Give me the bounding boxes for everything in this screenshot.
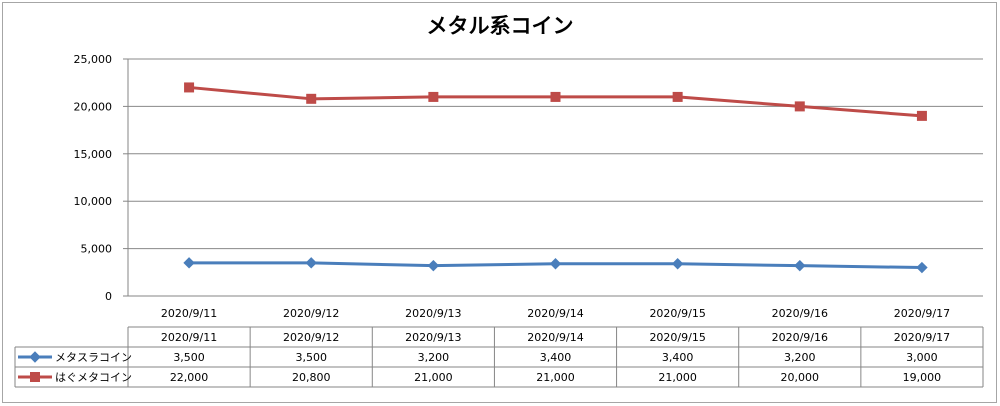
- table-value-cell: 21,000: [658, 371, 697, 384]
- table-header-cell: 2020/9/12: [283, 331, 339, 344]
- table-value-cell: 20,000: [781, 371, 820, 384]
- legend-label: メタスラコイン: [55, 351, 132, 364]
- table-header-cell: 2020/9/15: [649, 331, 705, 344]
- table-value-cell: 3,000: [906, 351, 938, 364]
- table-value-cell: 3,500: [173, 351, 205, 364]
- series-group: [184, 82, 927, 121]
- series-group: [183, 257, 928, 274]
- table-value-cell: 22,000: [170, 371, 209, 384]
- table-value-cell: 20,800: [292, 371, 331, 384]
- table-header-cell: 2020/9/11: [161, 331, 217, 344]
- x-tick-label: 2020/9/13: [405, 307, 461, 320]
- data-point: [916, 110, 927, 121]
- x-tick-label: 2020/9/12: [283, 307, 339, 320]
- table-header-cell: 2020/9/17: [894, 331, 950, 344]
- table-header-cell: 2020/9/14: [527, 331, 583, 344]
- x-tick-label: 2020/9/16: [772, 307, 828, 320]
- y-tick-label: 25,000: [74, 53, 113, 66]
- data-point: [794, 259, 806, 272]
- data-point: [184, 82, 195, 93]
- table-value-cell: 3,400: [540, 351, 572, 364]
- x-tick-label: 2020/9/17: [894, 307, 950, 320]
- y-tick-label: 5,000: [81, 243, 113, 256]
- x-tick-label: 2020/9/11: [161, 307, 217, 320]
- y-tick-label: 15,000: [74, 148, 113, 161]
- legend-key-marker: [29, 351, 41, 363]
- table-value-cell: 3,200: [418, 351, 450, 364]
- data-point: [916, 261, 928, 274]
- y-tick-label: 20,000: [74, 100, 113, 113]
- data-table: 2020/9/11 2020/9/12 2020/9/13 2020/9/14 2020…: [14, 326, 984, 388]
- data-point: [794, 101, 805, 112]
- legend-label: はぐメタコイン: [55, 371, 132, 384]
- table-header-cell: 2020/9/13: [405, 331, 461, 344]
- y-axis-ticks: 0 5,000 10,000 15,000 20,000 25,000: [74, 53, 113, 303]
- data-point: [305, 257, 317, 269]
- data-point: [427, 259, 440, 272]
- chart-title: メタル系コイン: [427, 14, 574, 38]
- y-tick-label: 0: [105, 290, 112, 303]
- data-point: [550, 91, 561, 102]
- data-point: [306, 93, 317, 104]
- data-point: [183, 257, 195, 269]
- table-value-cell: 21,000: [536, 371, 575, 384]
- legend-key-marker: [30, 372, 40, 382]
- y-tick-label: 10,000: [74, 195, 113, 208]
- gridlines: [123, 58, 983, 297]
- series-lines: [183, 82, 928, 274]
- data-point: [671, 258, 684, 270]
- data-point: [549, 258, 562, 270]
- x-tick-label: 2020/9/14: [527, 307, 583, 320]
- table-header-cell: 2020/9/16: [772, 331, 828, 344]
- table-value-cell: 3,400: [662, 351, 694, 364]
- table-value-cell: 3,200: [784, 351, 816, 364]
- table-value-cell: 3,500: [295, 351, 327, 364]
- data-point: [428, 91, 439, 102]
- x-axis-ticks: 2020/9/11 2020/9/12 2020/9/13 2020/9/14 2020…: [161, 307, 950, 320]
- data-point: [672, 91, 683, 102]
- table-value-cell: 21,000: [414, 371, 453, 384]
- table-value-cell: 19,000: [903, 371, 942, 384]
- x-tick-label: 2020/9/15: [649, 307, 705, 320]
